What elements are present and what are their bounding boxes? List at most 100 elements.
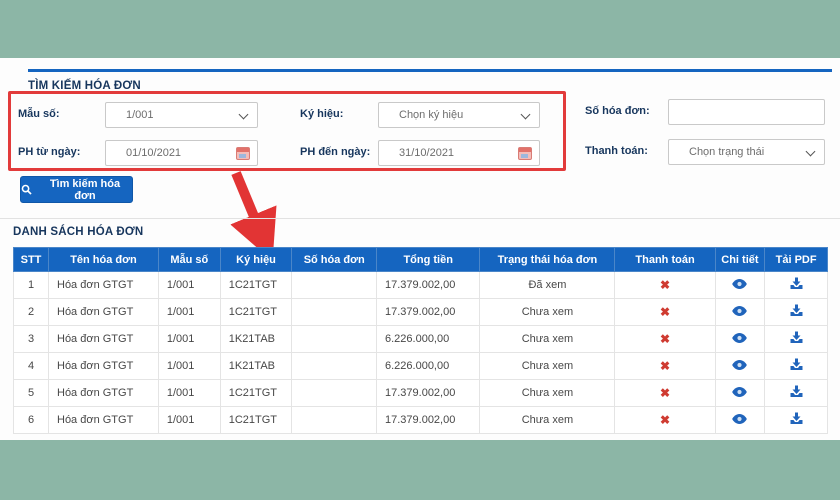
calendar-icon[interactable] [518, 147, 532, 160]
view-detail-button[interactable] [714, 325, 766, 353]
download-pdf-button[interactable] [764, 271, 828, 299]
cell-ky-hieu: 1C21TGT [219, 379, 293, 407]
download-pdf-button[interactable] [764, 352, 828, 380]
download-pdf-button[interactable] [764, 406, 828, 434]
col-header-mau-so: Mẫu số [157, 247, 221, 272]
so-hoa-don-input[interactable] [668, 99, 825, 125]
col-header-tong-tien: Tổng tiền [375, 247, 481, 272]
calendar-icon[interactable] [236, 147, 250, 160]
cell-so-hoa-don [291, 298, 377, 326]
frame-top-band [0, 0, 840, 58]
cell-so-hoa-don [291, 379, 377, 407]
cell-stt: 1 [13, 271, 49, 299]
cell-trang-thai: Chưa xem [479, 298, 616, 326]
ph-den-ngay-label: PH đến ngày: [300, 146, 371, 158]
cell-trang-thai: Đã xem [479, 271, 616, 299]
download-icon [790, 277, 803, 289]
download-icon [790, 304, 803, 316]
cell-trang-thai: Chưa xem [479, 325, 616, 353]
col-header-ten-hoa-don: Tên hóa đơn [48, 247, 159, 272]
chevron-down-icon [805, 146, 816, 157]
cell-ten-hoa-don: Hóa đơn GTGT [48, 271, 159, 299]
ky-hieu-label: Ký hiệu: [300, 108, 344, 120]
cell-so-hoa-don [291, 325, 377, 353]
cell-stt: 6 [13, 406, 49, 434]
cell-ten-hoa-don: Hóa đơn GTGT [48, 352, 159, 380]
ph-tu-ngay-value: 01/10/2021 [126, 147, 182, 159]
search-invoice-button[interactable]: Tìm kiếm hóa đơn [20, 176, 133, 203]
search-icon [21, 184, 32, 195]
view-detail-button[interactable] [714, 352, 766, 380]
x-mark-icon: ✖ [660, 305, 671, 319]
cell-tong-tien: 6.226.000,00 [375, 325, 481, 353]
cell-so-hoa-don [291, 406, 377, 434]
thanh-toan-select[interactable]: Chọn trạng thái [668, 139, 825, 165]
download-icon [790, 331, 803, 343]
ph-tu-ngay-label: PH từ ngày: [18, 146, 81, 158]
eye-icon [732, 413, 748, 424]
payment-status-button[interactable]: ✖ [614, 379, 716, 407]
invoice-row: 3 Hóa đơn GTGT 1/001 1K21TAB 6.226.000,00 Chư… [13, 325, 828, 353]
cell-stt: 5 [13, 379, 49, 407]
x-mark-icon: ✖ [660, 359, 671, 373]
section-divider [0, 218, 840, 219]
ph-tu-ngay-input[interactable]: 01/10/2021 [105, 140, 258, 166]
cell-ky-hieu: 1C21TGT [219, 406, 293, 434]
thanh-toan-value: Chọn trạng thái [689, 146, 765, 158]
download-pdf-button[interactable] [764, 325, 828, 353]
chevron-down-icon [238, 109, 249, 120]
invoice-row: 2 Hóa đơn GTGT 1/001 1C21TGT 17.379.002,00 Ch… [13, 298, 828, 326]
download-icon [790, 358, 803, 370]
payment-status-button[interactable]: ✖ [614, 352, 716, 380]
cell-ten-hoa-don: Hóa đơn GTGT [48, 298, 159, 326]
invoice-row: 1 Hóa đơn GTGT 1/001 1C21TGT 17.379.002,00 Đã… [13, 271, 828, 299]
cell-ky-hieu: 1K21TAB [219, 325, 293, 353]
download-pdf-button[interactable] [764, 298, 828, 326]
cell-stt: 2 [13, 298, 49, 326]
view-detail-button[interactable] [714, 271, 766, 299]
cell-stt: 3 [13, 325, 49, 353]
chevron-down-icon [520, 109, 531, 120]
view-detail-button[interactable] [714, 406, 766, 434]
download-pdf-button[interactable] [764, 379, 828, 407]
eye-icon [732, 305, 748, 316]
payment-status-button[interactable]: ✖ [614, 406, 716, 434]
col-header-so-hoa-don: Số hóa đơn [291, 247, 377, 272]
payment-status-button[interactable]: ✖ [614, 298, 716, 326]
payment-status-button[interactable]: ✖ [614, 271, 716, 299]
cell-mau-so: 1/001 [157, 298, 221, 326]
x-mark-icon: ✖ [660, 278, 671, 292]
ky-hieu-select[interactable]: Chọn ký hiệu [378, 102, 540, 128]
thanh-toan-label: Thanh toán: [585, 145, 648, 157]
ph-den-ngay-input[interactable]: 31/10/2021 [378, 140, 540, 166]
mau-so-select[interactable]: 1/001 [105, 102, 258, 128]
cell-mau-so: 1/001 [157, 352, 221, 380]
cell-ky-hieu: 1K21TAB [219, 352, 293, 380]
list-section-title: DANH SÁCH HÓA ĐƠN [13, 226, 144, 238]
cell-mau-so: 1/001 [157, 379, 221, 407]
cell-so-hoa-don [291, 271, 377, 299]
eye-icon [732, 332, 748, 343]
cell-ky-hieu: 1C21TGT [219, 298, 293, 326]
invoice-row: 6 Hóa đơn GTGT 1/001 1C21TGT 17.379.002,00 Ch… [13, 406, 828, 434]
cell-tong-tien: 17.379.002,00 [375, 298, 481, 326]
eye-icon [732, 278, 748, 289]
table-header-row: STT Tên hóa đơn Mẫu số Ký hiệu Số hóa đơ… [13, 247, 828, 272]
cell-ten-hoa-don: Hóa đơn GTGT [48, 325, 159, 353]
x-mark-icon: ✖ [660, 413, 671, 427]
ky-hieu-value: Chọn ký hiệu [399, 109, 464, 121]
col-header-tai-pdf: Tải PDF [764, 247, 828, 272]
download-icon [790, 385, 803, 397]
mau-so-label: Mẫu số: [18, 108, 60, 120]
invoice-row: 4 Hóa đơn GTGT 1/001 1K21TAB 6.226.000,00 Chư… [13, 352, 828, 380]
cell-ten-hoa-don: Hóa đơn GTGT [48, 406, 159, 434]
search-button-label: Tìm kiếm hóa đơn [49, 177, 121, 202]
search-section-title: TÌM KIẾM HÓA ĐƠN [28, 80, 141, 92]
view-detail-button[interactable] [714, 379, 766, 407]
payment-status-button[interactable]: ✖ [614, 325, 716, 353]
cell-mau-so: 1/001 [157, 406, 221, 434]
eye-icon [732, 386, 748, 397]
cell-tong-tien: 17.379.002,00 [375, 379, 481, 407]
view-detail-button[interactable] [714, 298, 766, 326]
cell-tong-tien: 17.379.002,00 [375, 271, 481, 299]
